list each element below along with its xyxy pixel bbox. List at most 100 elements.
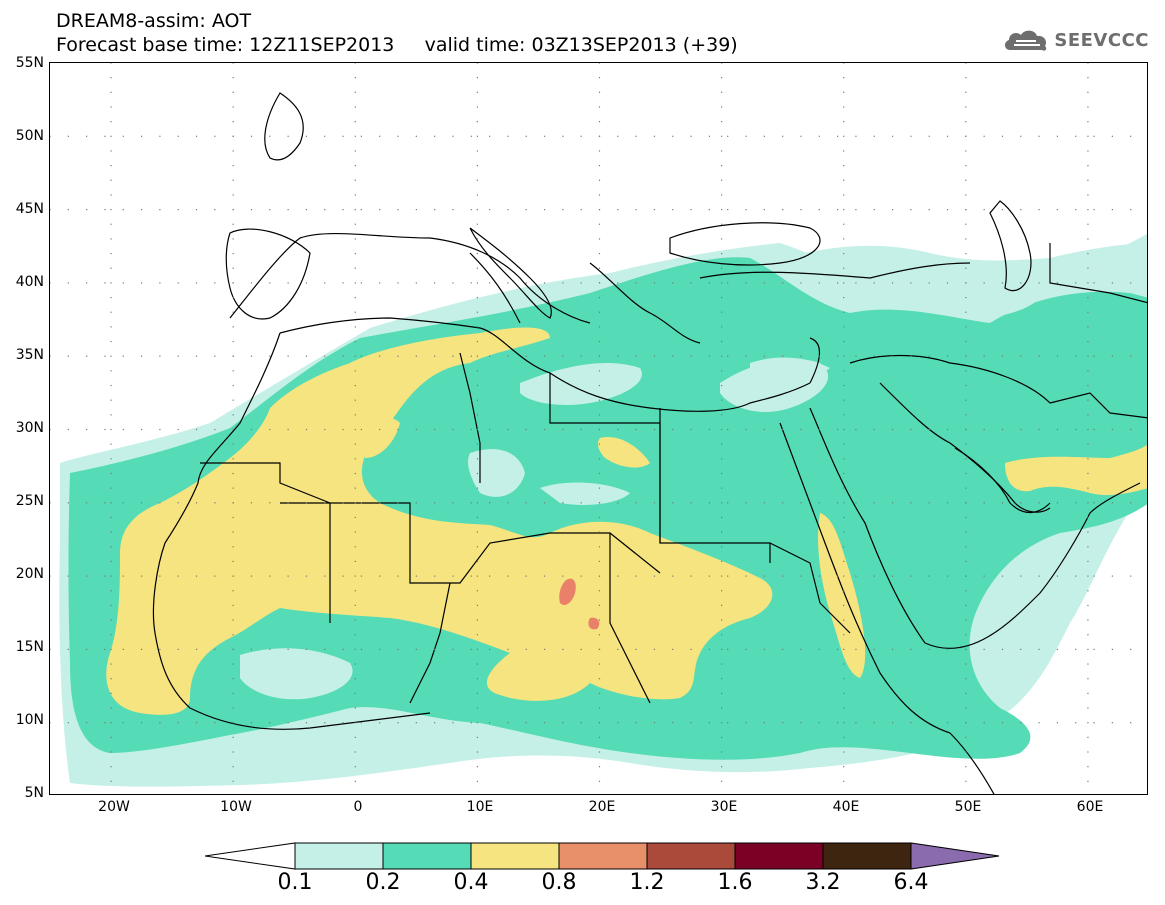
graticule-dot xyxy=(476,604,478,607)
graticule-dot xyxy=(946,502,949,504)
graticule-dot xyxy=(476,531,478,533)
graticule-dot xyxy=(800,135,802,137)
graticule-dot xyxy=(598,165,601,167)
graticule-dot xyxy=(843,604,845,607)
graticule-dot xyxy=(354,340,356,343)
graticule-dot xyxy=(305,575,308,577)
graticule-dot xyxy=(140,502,143,504)
graticule-dot xyxy=(745,575,747,577)
lat-label: 50N xyxy=(15,128,44,144)
graticule-dot xyxy=(342,135,344,137)
graticule-dot xyxy=(598,63,601,64)
graticule-dot xyxy=(843,722,845,724)
graticule-dot xyxy=(598,780,601,782)
graticule-dot xyxy=(476,326,478,328)
graticule-dot xyxy=(965,238,967,240)
graticule-dot xyxy=(818,722,820,724)
graticule-dot xyxy=(50,282,51,284)
graticule-dot xyxy=(965,560,967,563)
graticule-dot xyxy=(983,282,985,284)
graticule-dot xyxy=(476,252,478,255)
graticule-dot xyxy=(690,575,692,577)
graticule-dot xyxy=(965,91,967,93)
graticule-dot xyxy=(476,648,478,650)
graticule-dot xyxy=(1087,707,1089,709)
graticule-dot xyxy=(721,150,723,152)
graticule-dot xyxy=(1038,282,1040,284)
graticule-dot xyxy=(110,546,112,548)
graticule-dot xyxy=(67,648,69,650)
graticule-dot xyxy=(843,428,845,431)
graticule-dot xyxy=(965,751,967,753)
graticule-dot xyxy=(354,766,356,768)
graticule-dot xyxy=(489,502,491,504)
graticule-dot xyxy=(1087,502,1089,504)
graticule-dot xyxy=(269,502,271,504)
graticule-dot xyxy=(598,648,601,650)
graticule-dot xyxy=(354,296,356,299)
graticule-dot xyxy=(104,355,106,357)
graticule-dot xyxy=(324,575,326,577)
graticule-dot xyxy=(800,428,802,431)
graticule-dot xyxy=(763,355,765,357)
graticule-dot xyxy=(562,209,564,211)
graticule-dot xyxy=(855,502,857,504)
graticule-dot xyxy=(1038,355,1040,357)
graticule-dot xyxy=(1130,575,1132,577)
colorbar-segment xyxy=(910,842,1000,870)
graticule-dot xyxy=(721,282,723,284)
graticule-dot xyxy=(946,209,949,211)
graticule-dot xyxy=(1093,502,1095,504)
graticule-dot xyxy=(721,546,723,548)
graticule-dot xyxy=(1087,590,1089,592)
graticule-dot xyxy=(983,648,985,650)
graticule-dot xyxy=(354,238,356,240)
graticule-dot xyxy=(110,590,112,592)
graticule-dot xyxy=(843,296,845,299)
graticule-dot xyxy=(305,209,308,211)
graticule-dot xyxy=(598,443,601,445)
graticule-dot xyxy=(342,575,344,577)
seevccc-logo: SEEVCCC xyxy=(1002,26,1149,54)
graticule-dot xyxy=(843,648,845,650)
graticule-dot xyxy=(1056,575,1059,577)
graticule-dot xyxy=(721,384,723,387)
graticule-dot xyxy=(837,648,839,650)
graticule-dot xyxy=(843,63,845,64)
lat-label: 25N xyxy=(15,493,44,509)
graticule-dot xyxy=(617,355,619,357)
graticule-dot xyxy=(617,502,619,504)
graticule-dot xyxy=(721,326,723,328)
graticule-dot xyxy=(269,282,271,284)
graticule-dot xyxy=(507,209,509,211)
graticule-dot xyxy=(965,546,967,548)
lat-label: 5N xyxy=(24,785,44,801)
aot-map xyxy=(50,63,1147,794)
graticule-dot xyxy=(800,282,802,284)
graticule-dot xyxy=(598,736,601,738)
graticule-dot xyxy=(434,209,436,211)
graticule-dot xyxy=(635,209,637,211)
graticule-dot xyxy=(1075,502,1077,504)
graticule-dot xyxy=(965,443,967,445)
graticule-dot xyxy=(476,736,478,738)
graticule-dot xyxy=(873,135,875,137)
lon-label: 50E xyxy=(954,799,982,815)
graticule-dot xyxy=(434,648,436,650)
graticule-dot xyxy=(232,91,234,93)
graticule-dot xyxy=(305,282,308,284)
graticule-dot xyxy=(476,751,478,753)
colorbar-label: 1.6 xyxy=(717,870,753,895)
graticule-dot xyxy=(214,355,216,357)
graticule-dot xyxy=(476,77,478,79)
graticule-dot xyxy=(910,209,912,211)
graticule-dot xyxy=(159,722,161,724)
graticule-dot xyxy=(1087,736,1089,738)
graticule-dot xyxy=(342,282,344,284)
graticule-dot xyxy=(232,252,234,255)
graticule-dot xyxy=(110,209,112,211)
graticule-dot xyxy=(415,722,417,724)
graticule-dot xyxy=(476,121,478,123)
graticule-dot xyxy=(452,282,454,284)
graticule-dot xyxy=(110,179,112,181)
